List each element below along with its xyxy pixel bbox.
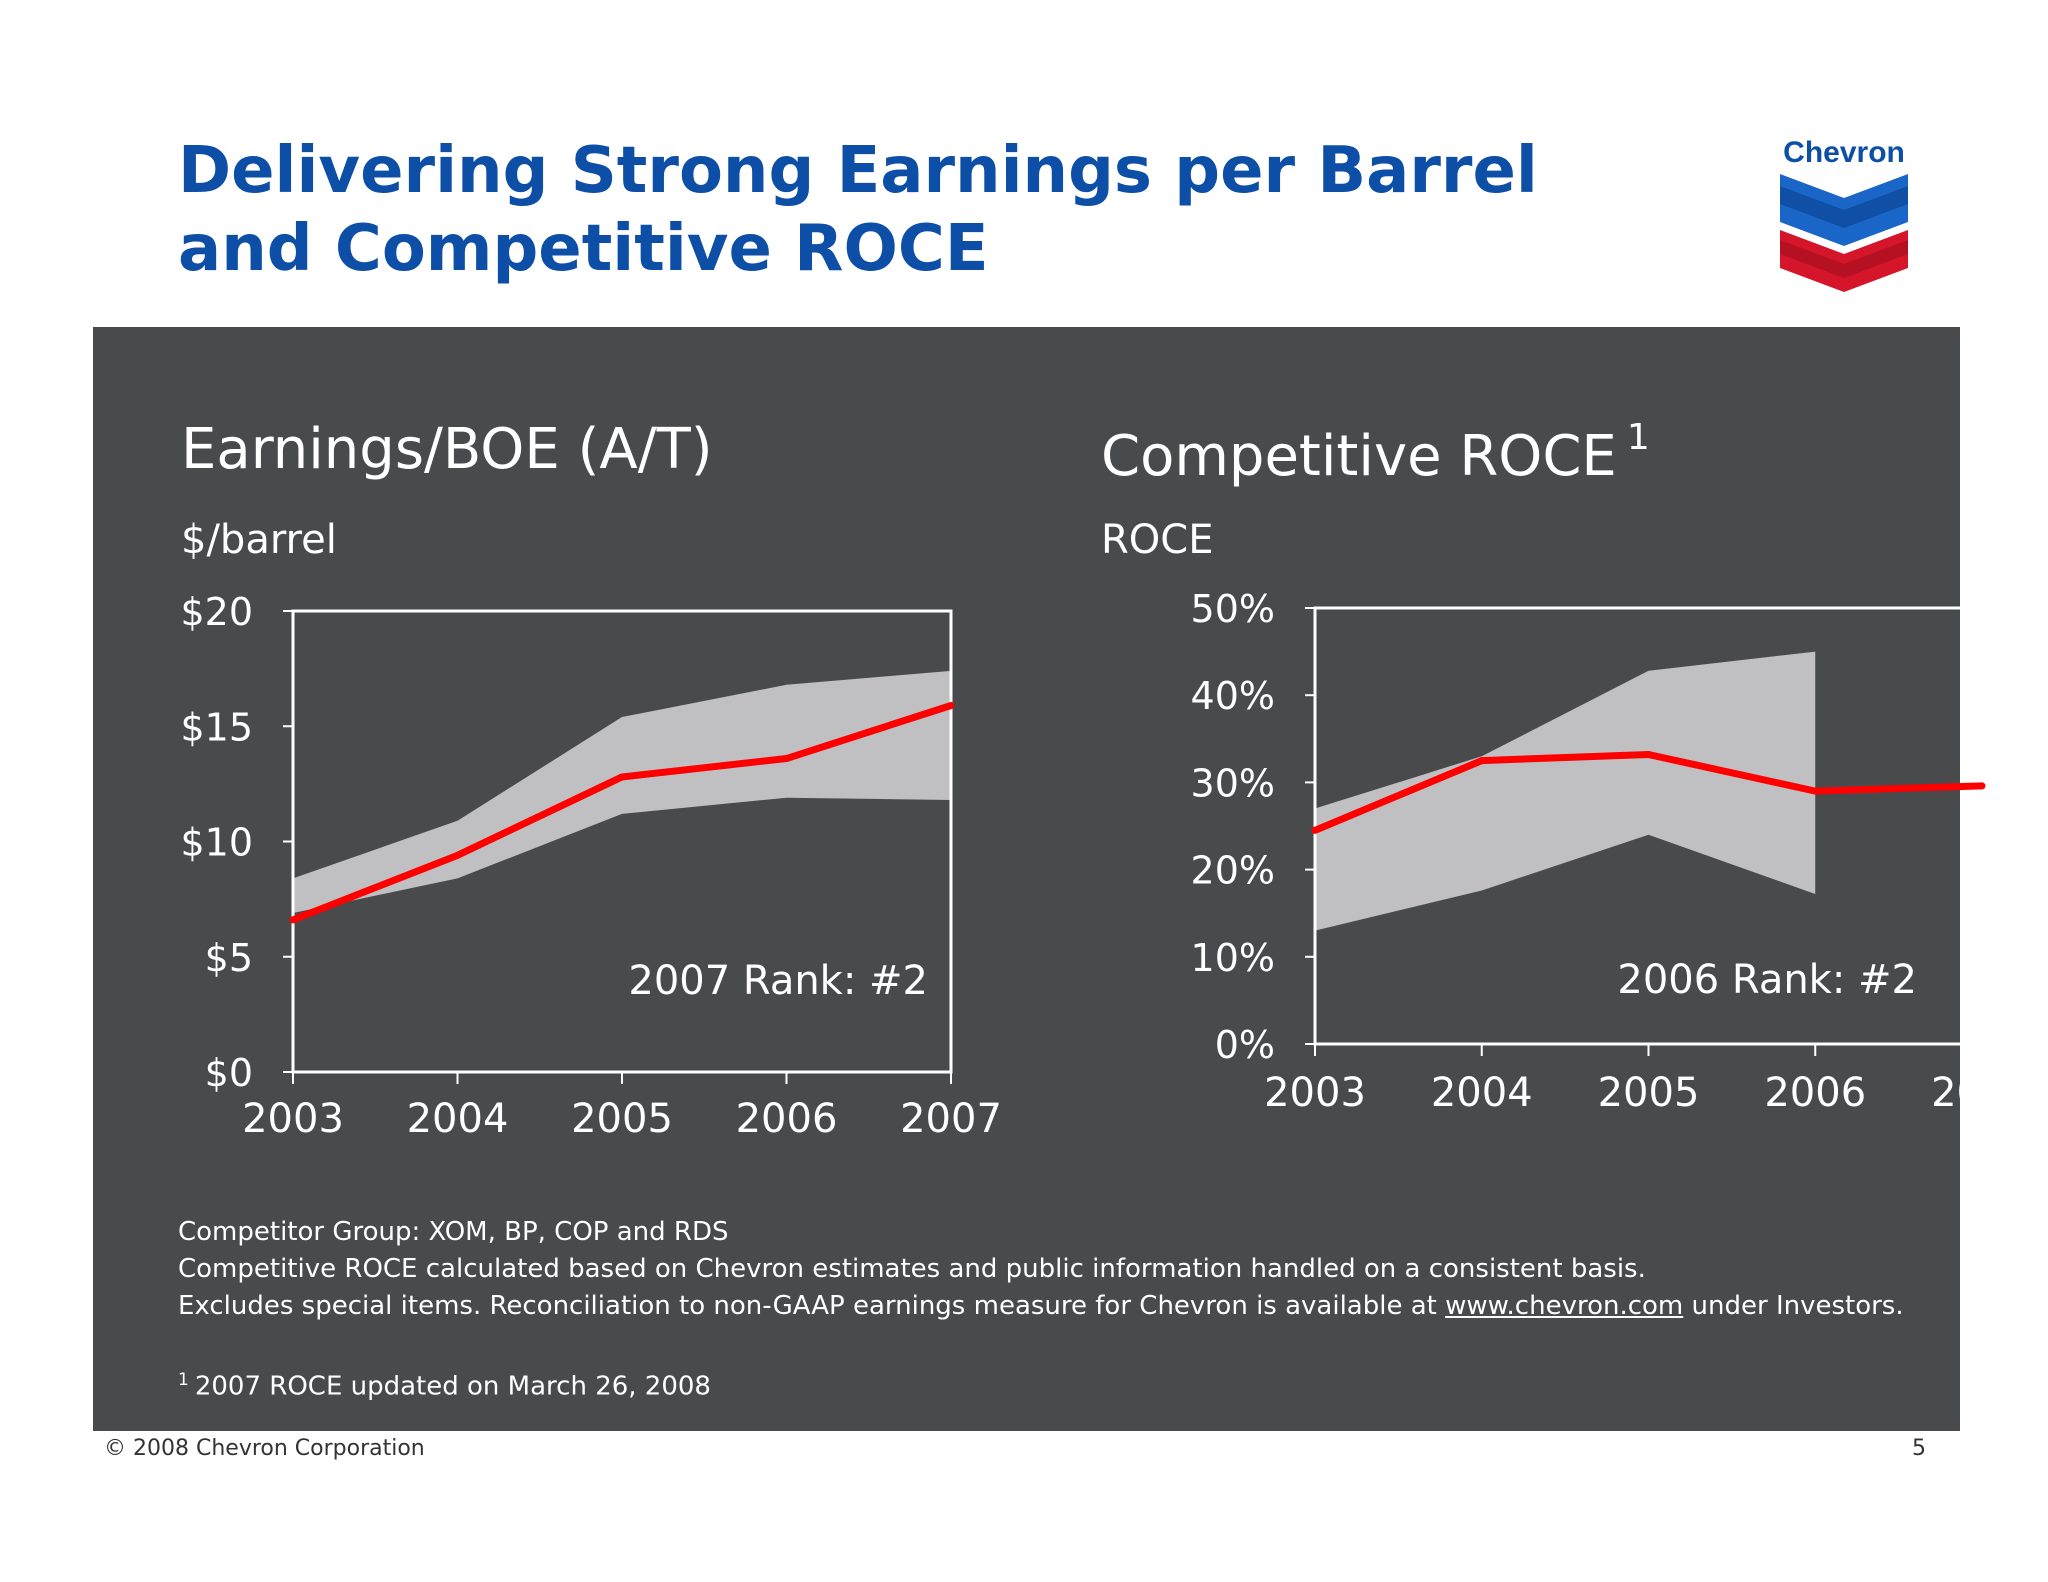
roce-chart-title-text: Competitive ROCE <box>1101 424 1617 489</box>
slide-title-line-1: Delivering Strong Earnings per Barrel <box>178 134 1538 208</box>
chevron-logo: Chevron <box>1770 136 1918 292</box>
earnings-y-tick-label: $15 <box>180 705 253 749</box>
roce-y-tick-label: 30% <box>1191 761 1275 805</box>
earnings-x-tick-label: 2004 <box>407 1096 509 1142</box>
content-panel: Earnings/BOE (A/T) $/barrel Competitive … <box>93 327 2033 1431</box>
earnings-y-tick-label: $10 <box>180 821 253 865</box>
roce-y-tick-label: 0% <box>1215 1023 1275 1067</box>
earnings-competitor-range-band <box>293 670 951 913</box>
earnings-per-boe-chart: $0 $5 $10 $15 $20 2003 2004 2005 2006 2007 2007 Ra… <box>180 590 1002 1142</box>
footnote-text: 2007 ROCE updated on March 26, 2008 <box>194 1371 711 1402</box>
roce-chevron-point <box>1645 750 1652 758</box>
note-special-items-text: Excludes special items. Reconciliation t… <box>178 1291 1446 1321</box>
roce-x-tick-label: 2007 <box>1931 1070 2033 1116</box>
earnings-chevron-point <box>289 916 297 924</box>
earnings-chevron-point <box>454 851 461 859</box>
slide-title: Delivering Strong Earnings per Barrel an… <box>178 132 1538 288</box>
earnings-x-tick-label: 2005 <box>571 1096 673 1142</box>
roce-chevron-point <box>1811 787 1819 795</box>
roce-chevron-point <box>1978 782 1986 790</box>
earnings-rank-annotation: 2007 Rank: #2 <box>628 958 928 1004</box>
roce-x-tick-label: 2006 <box>1764 1070 1866 1116</box>
earnings-x-tick-label: 2007 <box>900 1096 1002 1142</box>
earnings-chevron-point <box>783 755 790 763</box>
note-special-items: Excludes special items. Reconciliation t… <box>178 1288 1904 1325</box>
footnote-mark: 1 <box>178 1370 189 1390</box>
chevron-logo-icon <box>1780 174 1908 292</box>
note-roce-basis: Competitive ROCE calculated based on Che… <box>178 1254 1646 1284</box>
roce-chart-title: Competitive ROCE 1 <box>1101 417 1650 489</box>
note-roce-update: 1 2007 ROCE updated on March 26, 2008 <box>178 1362 1904 1406</box>
roce-x-tick-label: 2003 <box>1264 1070 1366 1116</box>
roce-chart-unit: ROCE <box>1101 517 1214 563</box>
roce-x-tick-label: 2004 <box>1431 1070 1533 1116</box>
chevron-website-link[interactable]: www.chevron.com <box>1445 1291 1684 1321</box>
earnings-x-tick-label: 2003 <box>242 1096 344 1142</box>
earnings-chevron-point <box>618 773 626 781</box>
earnings-chart-title: Earnings/BOE (A/T) <box>181 417 713 482</box>
roce-y-tick-label: 40% <box>1191 674 1275 718</box>
footnotes: Competitor Group: XOM, BP, COP and RDS C… <box>178 1214 1904 1406</box>
roce-chart-title-footnote: 1 <box>1626 417 1650 458</box>
competitive-roce-chart: 0% 10% 20% 30% 40% 50% 2003 2004 2005 2006 2007 200… <box>1191 587 2033 1116</box>
earnings-y-tick-label: $20 <box>180 590 253 634</box>
note-competitor-group: Competitor Group: XOM, BP, COP and RDS <box>178 1217 729 1247</box>
roce-x-tick-label: 2005 <box>1598 1070 1700 1116</box>
copyright: © 2008 Chevron Corporation <box>104 1436 425 1461</box>
roce-rank-annotation: 2006 Rank: #2 <box>1617 957 1917 1003</box>
chevron-logo-wordmark: Chevron <box>1783 136 1905 169</box>
roce-y-tick-label: 50% <box>1191 587 1275 631</box>
roce-chevron-point <box>1478 757 1486 765</box>
page-number: 5 <box>1912 1436 1926 1461</box>
earnings-chevron-point <box>947 702 955 710</box>
earnings-y-tick-label: $0 <box>205 1051 253 1095</box>
earnings-x-tick-label: 2006 <box>736 1096 838 1142</box>
roce-y-tick-label: 10% <box>1191 936 1275 980</box>
earnings-chart-unit: $/barrel <box>181 517 337 563</box>
note-special-items-suffix: under Investors. <box>1683 1291 1904 1321</box>
roce-chevron-point <box>1311 826 1319 834</box>
slide-title-line-2: and Competitive ROCE <box>178 212 989 286</box>
roce-y-tick-label: 20% <box>1191 849 1275 893</box>
roce-competitor-range-band <box>1315 651 1816 931</box>
earnings-y-tick-label: $5 <box>205 936 253 980</box>
